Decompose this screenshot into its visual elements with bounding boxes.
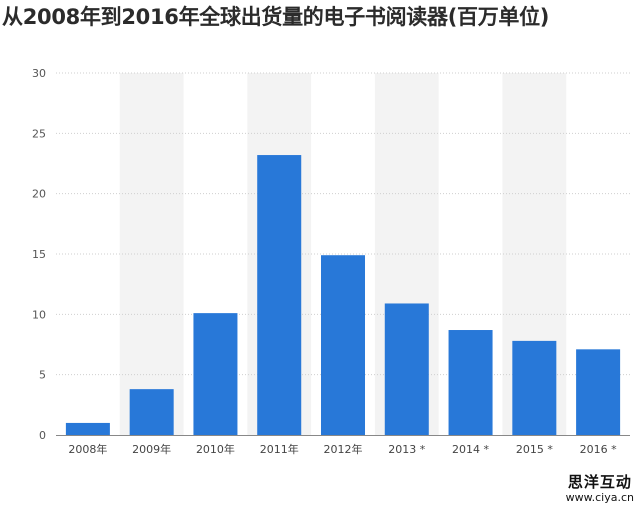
y-tick-label: 0 [39, 429, 46, 442]
bar-0 [65, 422, 110, 435]
bar-2 [193, 313, 238, 435]
x-tick-label: 2015 * [516, 443, 553, 456]
x-tick-label: 2010年 [196, 442, 235, 456]
watermark-url: www.ciya.cn [565, 491, 634, 504]
x-tick-label: 2012年 [324, 442, 363, 456]
x-tick-label: 2016 * [580, 443, 617, 456]
x-tick-label: 2008年 [68, 442, 107, 456]
x-tick-label: 2013 * [388, 443, 425, 456]
bar-4 [320, 255, 366, 435]
x-tick-label: 2009年 [132, 442, 171, 456]
x-tick-label: 2014 * [452, 443, 489, 456]
band-1 [119, 73, 184, 435]
x-tick-label: 2011年 [260, 442, 299, 456]
x-axis-ticks: 2008年 2009年 2010年 2011年 2012年 2013 * 2014 * 201… [68, 442, 617, 456]
y-tick-label: 5 [39, 369, 46, 382]
y-tick-label: 10 [32, 308, 46, 321]
y-tick-label: 20 [32, 188, 46, 201]
y-tick-label: 15 [32, 248, 46, 261]
y-tick-label: 30 [32, 67, 46, 80]
bar-6 [448, 330, 493, 435]
bars [65, 155, 621, 435]
bar-8 [576, 349, 621, 435]
chart-title: 从2008年到2016年全球出货量的电子书阅读器(百万单位) [2, 5, 550, 29]
bar-1 [129, 389, 174, 435]
bar-3 [257, 155, 302, 435]
watermark-text: 思洋互动 [567, 473, 632, 491]
bar-7 [512, 340, 557, 435]
bar-5 [384, 303, 429, 435]
y-axis-ticks: 0 5 10 15 20 25 30 [32, 67, 46, 442]
watermark: 思洋互动 www.ciya.cn [566, 473, 634, 504]
y-tick-label: 25 [32, 127, 46, 140]
